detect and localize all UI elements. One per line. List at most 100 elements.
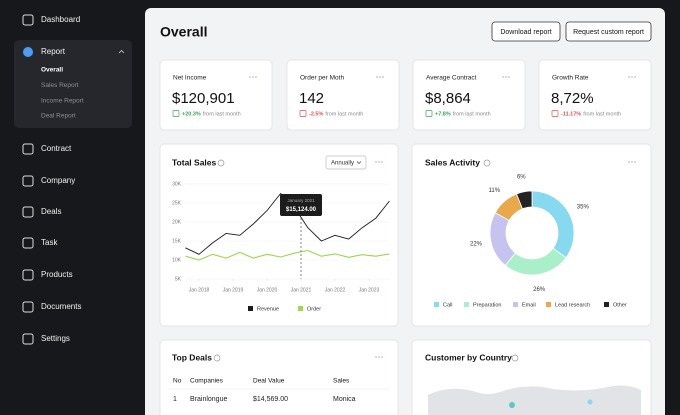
- kpi-card: [538, 59, 652, 131]
- kpi-label: Growth Rate: [552, 75, 589, 82]
- y-tick-label: 30K: [172, 181, 182, 187]
- legend-label: Order: [307, 306, 321, 312]
- x-tick-label: Jan 2018: [189, 287, 210, 293]
- nav-item[interactable]: Documents: [41, 302, 81, 311]
- column-header: Companies: [190, 378, 224, 385]
- y-tick-label: 15K: [172, 238, 182, 244]
- info-icon: [213, 354, 221, 362]
- kpi-change: -2.5%: [309, 111, 323, 117]
- legend-label: Lead research: [555, 302, 590, 308]
- menu-dots[interactable]: ···: [502, 71, 511, 81]
- nav-icon: [22, 237, 34, 249]
- legend-swatch: [248, 306, 253, 311]
- submenu-item[interactable]: Overall: [41, 67, 63, 74]
- nav-item[interactable]: Contract: [41, 144, 72, 153]
- card-title: Top Deals: [172, 352, 212, 362]
- column-header: Deal Value: [253, 378, 285, 385]
- report-group: [14, 40, 132, 128]
- legend-swatch: [464, 302, 469, 307]
- tooltip-title: January 2021: [287, 198, 315, 203]
- change-icon: [299, 110, 307, 117]
- nav-item[interactable]: Dashboard: [41, 15, 80, 24]
- donut-slice: [516, 190, 533, 210]
- button[interactable]: [565, 21, 652, 42]
- x-tick-label: Jan 2023: [359, 287, 380, 293]
- nav-item[interactable]: Company: [41, 176, 75, 185]
- page-title: Overall: [160, 24, 207, 40]
- kpi-change: -11.17%: [561, 111, 581, 117]
- dropdown[interactable]: [325, 155, 367, 170]
- nav-icon: [23, 47, 33, 57]
- y-tick-label: 20K: [172, 219, 182, 225]
- kpi-card: [412, 59, 526, 131]
- x-tick-label: Jan 2020: [257, 287, 278, 293]
- menu-dots[interactable]: ···: [628, 71, 637, 81]
- nav-item[interactable]: Settings: [41, 334, 70, 343]
- menu-dots[interactable]: ···: [375, 156, 384, 166]
- legend-swatch: [546, 302, 551, 307]
- kpi-value: 142: [299, 90, 324, 107]
- card-title: Customer by Country: [425, 352, 512, 362]
- column-header: No: [173, 378, 182, 385]
- table-cell: Brainlongue: [190, 396, 227, 403]
- y-tick-label: 25K: [172, 200, 182, 206]
- slice-label: 26%: [533, 287, 546, 293]
- nav-item[interactable]: Task: [41, 238, 58, 247]
- nav-icon: [22, 14, 34, 26]
- table-cell: 1: [173, 396, 177, 403]
- legend-swatch: [513, 302, 518, 307]
- legend-label: Call: [443, 302, 452, 308]
- nav-icon: [22, 333, 34, 345]
- card: [159, 339, 399, 415]
- nav-icon: [22, 175, 34, 187]
- kpi-note: from last month: [203, 111, 241, 117]
- card: [411, 143, 652, 327]
- kpi-note: from last month: [325, 111, 363, 117]
- nav-icon: [22, 301, 34, 313]
- kpi-note: from last month: [583, 111, 621, 117]
- chevron: [356, 161, 362, 164]
- legend-label: Revenue: [257, 306, 279, 312]
- kpi-label: Order per Moth: [300, 75, 344, 82]
- button[interactable]: [491, 21, 561, 42]
- info-icon: [511, 354, 519, 362]
- kpi-value: $120,901: [172, 90, 235, 107]
- change-icon: [551, 110, 559, 117]
- slice-label: 11%: [489, 188, 501, 194]
- line-series: [185, 249, 390, 261]
- card-title: Total Sales: [172, 157, 217, 167]
- legend-label: Other: [613, 302, 627, 308]
- legend-label: Email: [522, 302, 536, 308]
- world-map: [428, 385, 641, 415]
- nav-icon: [22, 206, 34, 218]
- submenu-item[interactable]: Sales Report: [41, 82, 79, 89]
- submenu-item[interactable]: Deal Report: [41, 113, 76, 120]
- kpi-value: $8,864: [425, 90, 471, 107]
- x-tick-label: Jan 2022: [325, 287, 346, 293]
- menu-dots[interactable]: ···: [376, 71, 385, 81]
- dropdown-label[interactable]: Annually: [331, 161, 354, 167]
- slice-label: 35%: [577, 205, 590, 211]
- legend-swatch: [604, 302, 609, 307]
- menu-dots[interactable]: ···: [628, 156, 637, 166]
- menu-dots[interactable]: ···: [375, 351, 384, 361]
- nav-item[interactable]: Report: [41, 47, 66, 56]
- nav-item[interactable]: Deals: [41, 207, 61, 216]
- tooltip-value: $15,124.00: [286, 207, 317, 213]
- column-header: Sales: [333, 378, 350, 385]
- button-label[interactable]: Request custom report: [573, 29, 644, 36]
- card-title: Sales Activity: [425, 157, 480, 167]
- submenu-item[interactable]: Income Report: [41, 97, 84, 104]
- info-icon: [217, 159, 225, 167]
- change-icon: [172, 110, 180, 117]
- chevron: [118, 49, 125, 54]
- nav-item[interactable]: Products: [41, 270, 73, 279]
- change-icon: [425, 110, 433, 117]
- menu-dots[interactable]: ···: [249, 71, 258, 81]
- kpi-value: 8,72%: [551, 90, 594, 107]
- kpi-change: +7.8%: [435, 111, 451, 117]
- button-label[interactable]: Download report: [500, 29, 551, 36]
- x-tick-label: Jan 2019: [223, 287, 244, 293]
- kpi-change: +20.3%: [182, 111, 201, 117]
